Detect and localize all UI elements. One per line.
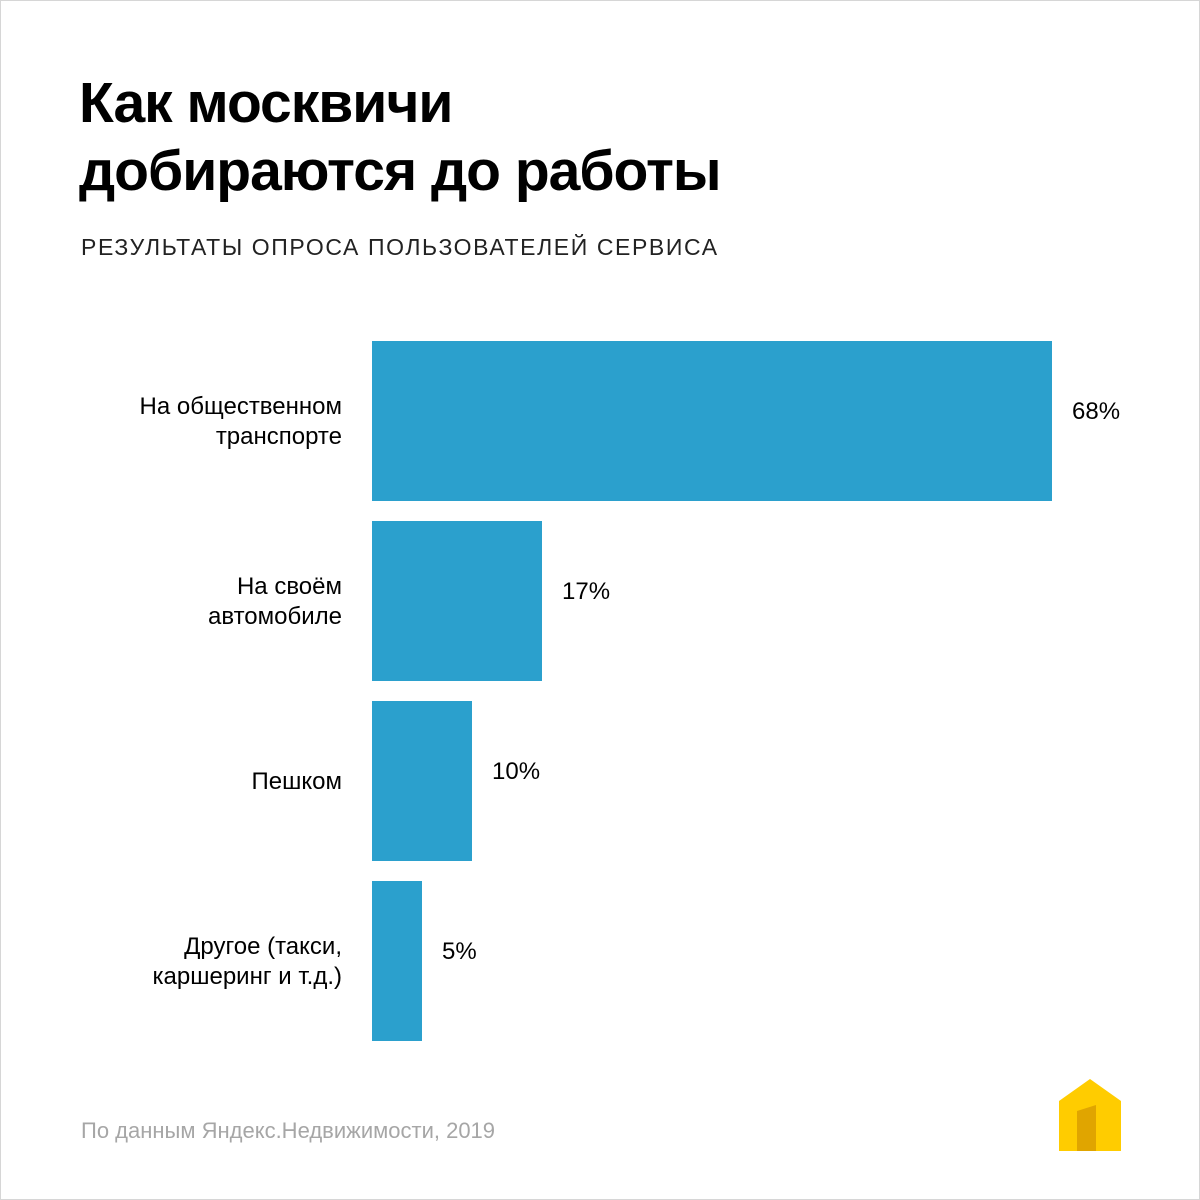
- bar-1: [372, 341, 1052, 501]
- value-label-1: 68%: [1072, 398, 1120, 425]
- chart-title: Как москвичи добираются до работы: [79, 69, 979, 205]
- category-label-line: автомобиле: [208, 603, 342, 630]
- chart-subtitle: РЕЗУЛЬТАТЫ ОПРОСА ПОЛЬЗОВАТЕЛЕЙ СЕРВИСА: [81, 234, 719, 260]
- bars-group: [372, 341, 1052, 1041]
- value-labels-group: 68% 17% 10% 5%: [442, 398, 1120, 965]
- category-label-line: На своём: [237, 573, 342, 600]
- bar-4: [372, 881, 422, 1041]
- source-note: По данным Яндекс.Недвижимости, 2019: [81, 1118, 496, 1143]
- bar-2: [372, 521, 542, 681]
- category-label-line: На общественном: [140, 393, 342, 420]
- category-label-4: Другое (такси, каршеринг и т.д.): [153, 933, 343, 990]
- category-label-1: На общественном транспорте: [140, 393, 342, 450]
- value-label-3: 10%: [492, 758, 540, 785]
- category-label-line: Пешком: [252, 768, 342, 795]
- yandex-realty-house-icon: [1059, 1079, 1121, 1151]
- category-label-2: На своём автомобиле: [208, 573, 342, 630]
- chart-title-line-2: добираются до работы: [79, 139, 722, 203]
- category-label-3: Пешком: [252, 768, 342, 795]
- value-label-4: 5%: [442, 938, 477, 965]
- value-label-2: 17%: [562, 578, 610, 605]
- category-label-line: каршеринг и т.д.): [153, 963, 343, 990]
- bar-chart: На общественном транспорте На своём автомоб…: [140, 341, 1120, 1041]
- chart-title-line-1: Как москвичи: [79, 71, 453, 135]
- category-labels-group: На общественном транспорте На своём автомоб…: [140, 393, 342, 990]
- category-label-line: транспорте: [216, 423, 342, 450]
- bar-3: [372, 701, 472, 861]
- category-label-line: Другое (такси,: [184, 933, 342, 960]
